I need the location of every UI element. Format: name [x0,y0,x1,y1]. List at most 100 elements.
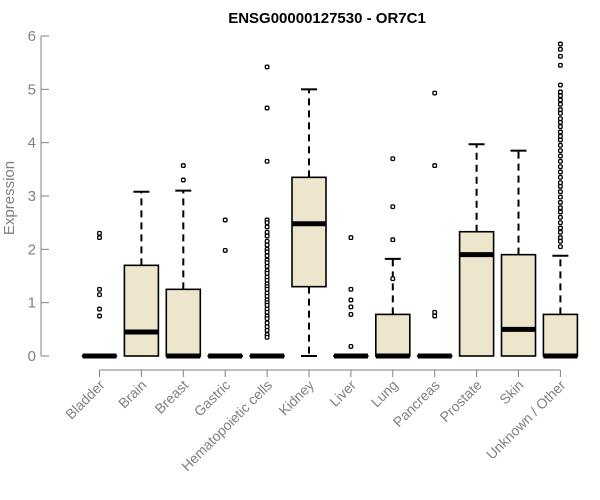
y-tick-label: 1 [28,295,36,312]
outlier-point [390,204,396,210]
outlier-point [557,183,563,189]
outlier-point [264,242,270,248]
outlier-point [557,169,563,175]
outlier-point [264,320,270,326]
outlier-point [264,327,270,333]
outlier-point [557,229,563,235]
outlier-point [557,46,563,52]
outlier-point [557,153,563,159]
outlier-point [348,297,354,303]
outlier-point [264,316,270,322]
outlier-point [97,230,102,236]
iqr-box [165,288,202,357]
outlier-point [557,116,563,122]
outlier-point [432,309,438,315]
outlier-point [264,270,270,276]
outlier-point [557,238,563,244]
outlier-point [557,180,563,186]
outlier-point [264,249,270,255]
outlier-point [390,156,396,162]
outlier-point [264,233,270,239]
outlier-point [97,292,102,298]
y-axis: 0 1 2 3 4 5 6 [28,28,49,365]
outlier-point [557,82,563,88]
y-tick-label: 2 [28,241,36,258]
outlier-point [264,64,270,70]
outlier-point [557,214,563,220]
box-breast [165,163,202,359]
iqr-box [123,264,160,357]
outlier-point [557,148,563,154]
outlier-point [557,110,563,116]
outlier-point [390,237,396,243]
outlier-point [264,324,270,330]
outlier-point [264,229,270,235]
outlier-point [557,189,563,195]
box-liver [333,235,369,359]
x-tick-label: Unknown / Other [483,377,569,463]
box-pancreas [416,90,453,359]
x-tick-label: Kidney [276,377,318,419]
iqr-box [458,230,495,357]
outlier-point [557,174,563,180]
box-unknown-other [542,41,579,359]
outlier-point [348,311,354,317]
outlier-point [97,306,102,312]
outlier-point [557,209,563,215]
outlier-point [264,302,270,308]
outlier-point [348,286,354,292]
box-skin [500,149,537,357]
box-hematopoietic-cells [249,64,285,359]
outlier-point [264,263,270,269]
outlier-point [97,313,102,319]
outlier-point [97,235,102,241]
outlier-point [557,220,563,226]
outlier-point [557,124,563,130]
outlier-point [557,225,563,231]
outlier-point [264,286,270,292]
outlier-point [432,313,438,319]
box-brain [123,190,160,357]
y-axis-label: Expression [1,161,18,235]
x-tick-label: Liver [326,377,359,410]
y-tick-label: 0 [28,348,36,365]
outlier-point [264,158,270,164]
outlier-point [557,93,563,99]
outlier-point [264,334,270,340]
iqr-box [500,253,537,357]
outlier-point [557,129,563,135]
iqr-box [542,313,579,357]
outlier-point [557,244,563,250]
x-tick-label: Breast [151,377,191,417]
outlier-point [557,133,563,139]
outlier-point [557,62,563,68]
outlier-point [264,220,270,226]
outlier-point [557,194,563,200]
y-tick-label: 6 [28,28,36,45]
box-kidney [291,88,327,357]
outlier-point [557,235,563,241]
outlier-point [180,177,186,183]
outlier-point [97,286,102,292]
iqr-box [374,313,411,357]
outlier-point [557,41,563,47]
outlier-point [557,205,563,211]
box-plots [81,41,579,359]
outlier-point [264,309,270,315]
outlier-point [264,105,270,111]
outlier-point [390,276,396,282]
outlier-point [557,53,563,59]
outlier-point [264,277,270,283]
x-tick-label: Bladder [62,377,108,423]
outlier-point [557,107,563,113]
outlier-point [557,101,563,107]
outlier-point [348,235,354,241]
box-lung [374,156,411,359]
outlier-point [222,247,228,253]
outlier-point [557,97,563,103]
outlier-point [222,217,228,223]
box-bladder [81,230,118,359]
y-tick-label: 5 [28,81,36,98]
